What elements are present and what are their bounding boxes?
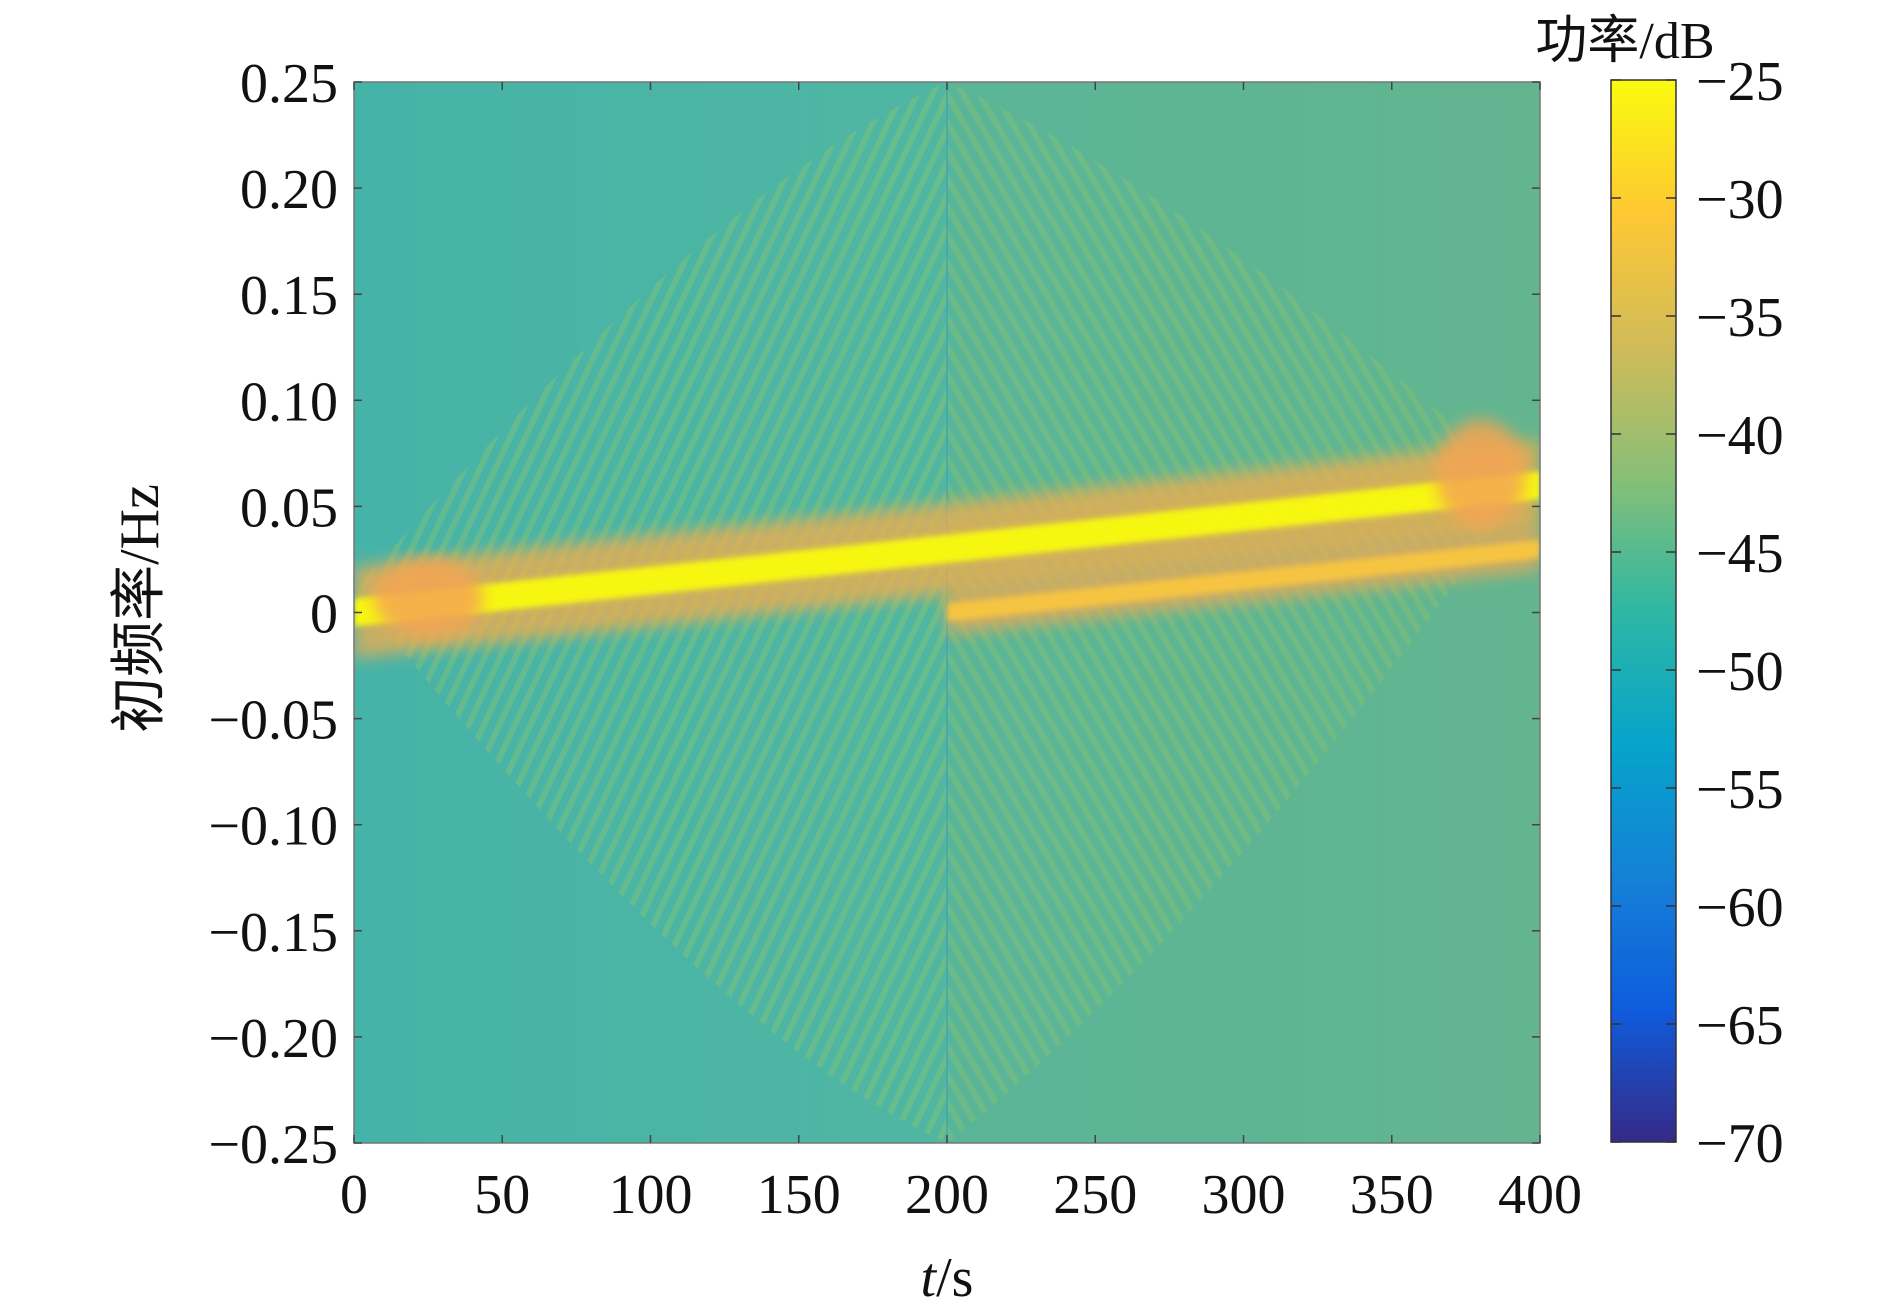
y-tick-label: 0.25 <box>240 53 338 115</box>
y-tick-label: 0.15 <box>240 265 338 327</box>
colorbar-tick-label: −30 <box>1696 169 1784 231</box>
x-tick-label: 300 <box>1202 1164 1286 1226</box>
y-tick-label: −0.10 <box>208 796 338 858</box>
y-tick-label: −0.20 <box>208 1008 338 1070</box>
y-tick-label: 0.20 <box>240 159 338 221</box>
colorbar-ticks: −25 −30 −35 −40 −45 −50 −55 −60 −65 −70 <box>1611 51 1784 1175</box>
colorbar-tick-label: −45 <box>1696 523 1784 585</box>
colorbar-title: 功率/dB <box>1535 13 1714 70</box>
colorbar-tick-label: −65 <box>1696 995 1784 1057</box>
colorbar-tick-label: −60 <box>1696 877 1784 939</box>
heatmap-plot-area <box>354 82 1540 1143</box>
x-tick-label: 100 <box>609 1164 693 1226</box>
ridge-end-blob <box>1435 419 1526 530</box>
colorbar-tick-label: −25 <box>1696 51 1784 113</box>
y-tick-label: 0 <box>310 584 338 646</box>
x-tick-label: 150 <box>757 1164 841 1226</box>
x-tick-label: 0 <box>340 1164 368 1226</box>
x-axis-ticks: 0 50 100 150 200 250 300 350 400 <box>340 82 1582 1226</box>
x-tick-label: 350 <box>1350 1164 1434 1226</box>
colorbar-tick-label: −70 <box>1696 1113 1784 1175</box>
colorbar-tick-label: −40 <box>1696 405 1784 467</box>
y-tick-label: −0.15 <box>208 902 338 964</box>
colorbar-tick-label: −55 <box>1696 759 1784 821</box>
y-tick-label: −0.25 <box>208 1114 338 1176</box>
y-tick-label: 0.10 <box>240 371 338 433</box>
y-axis-label: 初频率/Hz <box>109 484 171 733</box>
x-axis-label: t/s <box>921 1247 974 1309</box>
ridge-1 <box>354 439 1540 659</box>
x-tick-label: 400 <box>1498 1164 1582 1226</box>
y-axis-ticks: 0.25 0.20 0.15 0.10 0.05 0 −0.05 −0.10 −0.15 −0.2… <box>208 53 1540 1176</box>
x-tick-label: 250 <box>1053 1164 1137 1226</box>
ridge-start-blob <box>373 557 484 638</box>
colorbar <box>1610 79 1677 1143</box>
colorbar-tick-label: −35 <box>1696 287 1784 349</box>
x-tick-label: 200 <box>905 1164 989 1226</box>
x-tick-label: 50 <box>474 1164 530 1226</box>
y-tick-label: 0.05 <box>240 477 338 539</box>
y-tick-label: −0.05 <box>208 690 338 752</box>
colorbar-tick-label: −50 <box>1696 641 1784 703</box>
ridge-2 <box>947 526 1540 635</box>
fringe-pattern-right <box>947 82 1526 1143</box>
